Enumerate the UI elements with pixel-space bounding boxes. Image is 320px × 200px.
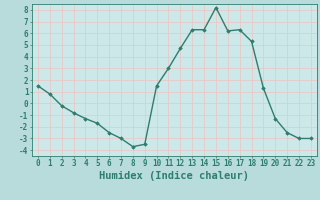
X-axis label: Humidex (Indice chaleur): Humidex (Indice chaleur): [100, 171, 249, 181]
